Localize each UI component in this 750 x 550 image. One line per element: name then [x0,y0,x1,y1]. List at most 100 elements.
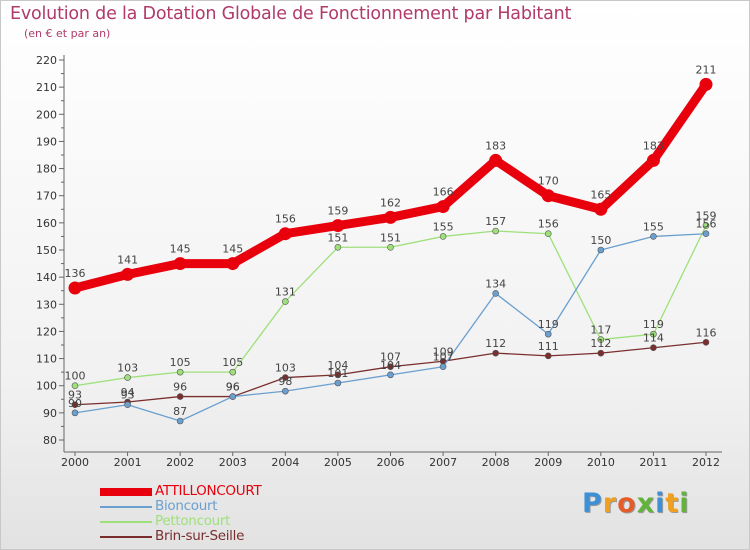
point-pettoncourt [176,368,184,376]
point-bioncourt [282,387,289,395]
logo-letter: i [679,488,690,519]
data-label-attilloncourt: 159 [327,205,348,218]
data-label-brin-sur-seille: 116 [696,326,717,339]
point-bioncourt [492,290,499,297]
y-tick-label: 130 [36,298,57,311]
y-tick-label: 100 [36,380,57,393]
y-tick-label: 210 [36,81,57,94]
data-label-attilloncourt: 145 [170,243,191,256]
logo-letter: o [617,488,637,519]
x-tick-label: 2000 [61,456,89,469]
x-tick-label: 2010 [587,456,615,469]
point-pettoncourt [597,336,605,343]
data-label-attilloncourt: 145 [222,243,243,256]
point-attilloncourt [226,257,240,271]
chart-title: Evolution de la Dotation Globale de Fonc… [10,4,572,24]
data-label-pettoncourt: 117 [590,324,611,337]
x-tick-label: 2003 [219,456,247,469]
data-label-attilloncourt: 170 [538,175,559,188]
x-tick-label: 2007 [429,456,457,469]
point-attilloncourt [173,257,187,271]
data-label-brin-sur-seille: 114 [643,332,664,345]
data-label-pettoncourt: 103 [117,362,138,375]
point-brin-sur-seille [71,401,79,409]
x-tick-label: 2011 [639,456,667,469]
data-label-attilloncourt: 183 [643,139,664,152]
point-pettoncourt [282,298,289,305]
data-label-pettoncourt: 100 [65,370,86,383]
data-label-bioncourt: 93 [121,389,135,402]
data-label-brin-sur-seille: 112 [485,337,506,350]
data-label-bioncourt: 156 [696,218,717,231]
point-bioncourt [71,409,79,417]
x-tick-label: 2012 [692,456,720,469]
data-label-attilloncourt: 165 [590,188,611,201]
data-label-pettoncourt: 155 [433,220,454,233]
legend-label: Brin-sur-Seille [155,528,245,544]
point-pettoncourt [650,330,657,338]
data-label-bioncourt: 119 [538,318,559,331]
data-label-pettoncourt: 156 [538,218,559,231]
x-tick-label: 2004 [271,456,299,469]
y-tick-label: 190 [36,135,57,148]
point-brin-sur-seille [282,374,289,381]
point-attilloncourt [68,281,82,295]
point-pettoncourt [71,382,79,390]
point-brin-sur-seille [597,349,605,357]
point-bioncourt [176,417,184,425]
logo-letter: t [665,488,680,519]
point-bioncourt [597,246,605,254]
data-label-attilloncourt: 141 [117,253,138,266]
legend-label: Bioncourt [155,498,218,514]
point-attilloncourt [489,153,503,167]
data-label-bioncourt: 107 [433,351,454,364]
data-label-attilloncourt: 156 [275,213,296,226]
logo-letter: x [636,488,656,519]
point-brin-sur-seille [387,363,394,371]
point-attilloncourt [121,267,135,281]
data-label-bioncourt: 134 [485,277,506,290]
point-pettoncourt [702,222,710,229]
axes: 8090100110120130140150160170180190200210… [36,54,722,469]
point-pettoncourt [334,243,342,251]
proxiti-logo: Proxiti [582,488,690,519]
data-label-pettoncourt: 159 [696,210,717,223]
chart-subtitle: (en € et par an) [24,27,111,40]
legend-label: Pettoncourt [155,513,231,529]
data-label-bioncourt: 155 [643,220,664,233]
logo-letter: P [582,488,603,519]
data-label-brin-sur-seille: 96 [226,381,240,394]
y-tick-label: 220 [36,54,57,67]
point-attilloncourt [699,77,713,91]
legend-label: ATTILLONCOURT [155,483,262,499]
point-brin-sur-seille [334,371,342,379]
point-brin-sur-seille [702,338,710,346]
data-label-brin-sur-seille: 94 [121,386,135,399]
data-label-attilloncourt: 166 [433,186,454,199]
point-bioncourt [650,233,657,240]
y-tick-label: 150 [36,244,57,257]
y-tick-label: 200 [36,108,57,121]
point-pettoncourt [229,368,237,376]
data-label-bioncourt: 96 [226,381,240,394]
point-pettoncourt [387,243,394,251]
point-pettoncourt [544,230,552,238]
data-label-bioncourt: 90 [68,397,82,410]
x-tick-label: 2001 [114,456,142,469]
data-label-bioncourt: 150 [590,234,611,247]
legend-swatch [100,488,152,496]
data-label-brin-sur-seille: 93 [68,389,82,402]
point-bioncourt [229,393,237,400]
point-pettoncourt [492,227,499,235]
point-attilloncourt [278,227,292,241]
point-bioncourt [439,363,447,371]
x-tick-label: 2005 [324,456,352,469]
data-label-pettoncourt: 119 [643,318,664,331]
data-label-attilloncourt: 211 [696,63,717,76]
y-tick-label: 140 [36,271,57,284]
data-label-bioncourt: 98 [278,375,292,388]
point-brin-sur-seille [176,393,184,400]
logo-letter: i [655,488,666,519]
